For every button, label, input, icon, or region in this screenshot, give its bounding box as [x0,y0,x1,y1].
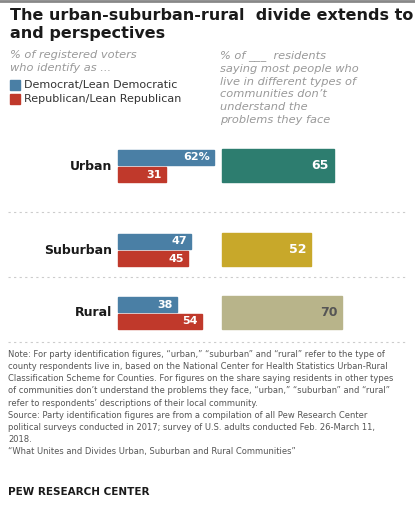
Text: The urban-suburban-rural  divide extends to politics
and perspectives: The urban-suburban-rural divide extends … [10,8,415,41]
Bar [222,233,311,266]
Bar [118,150,214,165]
Text: 45: 45 [168,254,184,264]
Text: 52: 52 [289,243,306,256]
Text: 47: 47 [171,236,187,246]
Text: Democrat/Lean Democratic: Democrat/Lean Democratic [24,80,177,90]
Text: 31: 31 [146,170,162,179]
Bar [118,167,166,182]
Bar [118,297,177,312]
Text: 38: 38 [158,299,173,310]
Text: Republican/Lean Republican: Republican/Lean Republican [24,94,181,104]
Text: Note: For party identification figures, “urban,” “suburban” and “rural” refer to: Note: For party identification figures, … [8,350,393,456]
Bar [222,149,334,182]
Text: 70: 70 [320,306,337,319]
Text: Suburban: Suburban [44,243,112,257]
Text: 65: 65 [311,159,329,172]
Text: Urban: Urban [70,160,112,173]
Bar [10,94,20,104]
Text: PEW RESEARCH CENTER: PEW RESEARCH CENTER [8,487,149,497]
Bar [118,314,202,329]
Bar [118,251,188,266]
Text: % of ___  residents
saying most people who
live in different types of
communitie: % of ___ residents saying most people wh… [220,50,359,125]
Text: Rural: Rural [75,307,112,320]
Text: % of registered voters
who identify as ...: % of registered voters who identify as .… [10,50,137,73]
Bar [118,234,191,249]
Text: 54: 54 [182,317,198,327]
Text: 62%: 62% [183,153,210,163]
Bar [222,296,342,329]
Bar [10,80,20,90]
